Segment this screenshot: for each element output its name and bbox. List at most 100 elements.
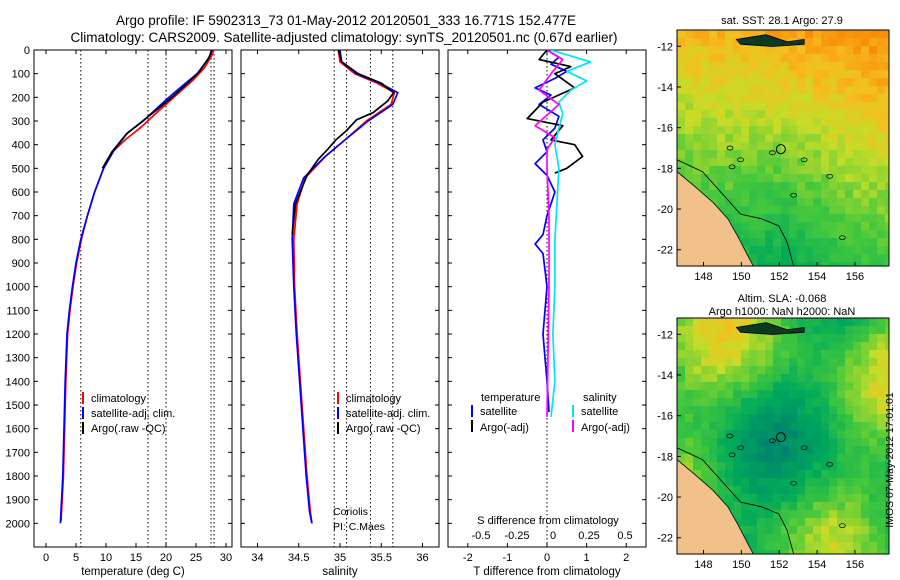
map-cell [733, 126, 742, 135]
x-tick-label: 0 [43, 552, 49, 564]
map-cell [869, 230, 878, 239]
map-cell [765, 542, 774, 551]
sla-map-title-2: Argo h1000: NaN h2000: NaN [709, 306, 856, 318]
map-cell [741, 398, 750, 407]
map-cell [877, 246, 886, 255]
map-cell [821, 390, 830, 399]
map-cell [869, 46, 878, 55]
map-cell [677, 358, 686, 367]
map-cell [885, 502, 889, 511]
map-cell [789, 390, 798, 399]
map-cell [829, 502, 838, 511]
map-cell [853, 414, 862, 423]
map-cell [741, 382, 750, 391]
map-cell [877, 182, 886, 191]
map-cell [821, 550, 830, 554]
map-cell [757, 422, 766, 431]
map-cell [701, 438, 710, 447]
map-cell [829, 382, 838, 391]
map-cell [829, 246, 838, 255]
map-cell [813, 70, 822, 79]
salinity-xlabel: salinity [322, 566, 357, 578]
map-cell [885, 214, 889, 223]
map-cell [877, 62, 886, 71]
map-cell [765, 62, 774, 71]
map-cell [813, 174, 822, 183]
map-cell [845, 334, 854, 343]
map-cell [741, 30, 750, 39]
series-line [292, 50, 396, 524]
map-cell [789, 190, 798, 199]
map-cell [725, 318, 734, 327]
map-cell [741, 518, 750, 527]
map-cell [701, 70, 710, 79]
map-cell [797, 550, 806, 554]
map-cell [869, 86, 878, 95]
map-cell [773, 198, 782, 207]
map-cell [757, 366, 766, 375]
map-y-tick-label: -12 [657, 41, 673, 53]
map-cell [709, 62, 718, 71]
map-cell [757, 454, 766, 463]
map-cell [877, 350, 886, 359]
map-cell [693, 166, 702, 175]
map-cell [685, 30, 694, 39]
x-tick-label: 2 [623, 552, 629, 564]
map-cell [837, 62, 846, 71]
map-cell [869, 510, 878, 519]
map-cell [869, 78, 878, 87]
map-cell [749, 86, 758, 95]
map-cell [725, 422, 734, 431]
map-cell [693, 366, 702, 375]
map-cell [813, 62, 822, 71]
map-cell [829, 414, 838, 423]
map-cell [821, 446, 830, 455]
map-cell [709, 166, 718, 175]
land-mass [677, 171, 754, 266]
depth-tick-label: 200 [12, 92, 30, 104]
map-cell [805, 142, 814, 151]
map-cell [853, 70, 862, 79]
map-cell [685, 406, 694, 415]
map-cell [701, 110, 710, 119]
map-cell [829, 254, 838, 263]
map-cell [773, 86, 782, 95]
map-cell [717, 78, 726, 87]
map-cell [789, 30, 798, 39]
salinity-legend: climatology satellite-adj. clim. Argo(.r… [337, 392, 430, 435]
map-cell [749, 214, 758, 223]
map-cell [845, 318, 854, 327]
map-cell [733, 454, 742, 463]
map-cell [717, 406, 726, 415]
map-cell [733, 398, 742, 407]
map-cell [733, 214, 742, 223]
map-cell [765, 198, 774, 207]
map-cell [885, 438, 889, 447]
map-cell [805, 238, 814, 247]
map-cell [773, 230, 782, 239]
map-cell [797, 422, 806, 431]
map-cell [741, 470, 750, 479]
map-cell [821, 534, 830, 543]
map-cell [757, 230, 766, 239]
map-cell [773, 62, 782, 71]
map-cell [677, 158, 686, 167]
map-cell [821, 374, 830, 383]
map-cell [789, 78, 798, 87]
map-cell [781, 422, 790, 431]
map-cell [749, 46, 758, 55]
map-cell [821, 342, 830, 351]
map-cell [789, 182, 798, 191]
map-cell [725, 78, 734, 87]
map-cell [853, 526, 862, 535]
map-cell [741, 318, 750, 327]
map-cell [869, 334, 878, 343]
map-cell [709, 470, 718, 479]
map-cell [861, 342, 870, 351]
map-cell [781, 174, 790, 183]
map-cell [805, 422, 814, 431]
map-cell [757, 174, 766, 183]
map-cell [693, 134, 702, 143]
island [826, 173, 833, 179]
map-cell [829, 478, 838, 487]
